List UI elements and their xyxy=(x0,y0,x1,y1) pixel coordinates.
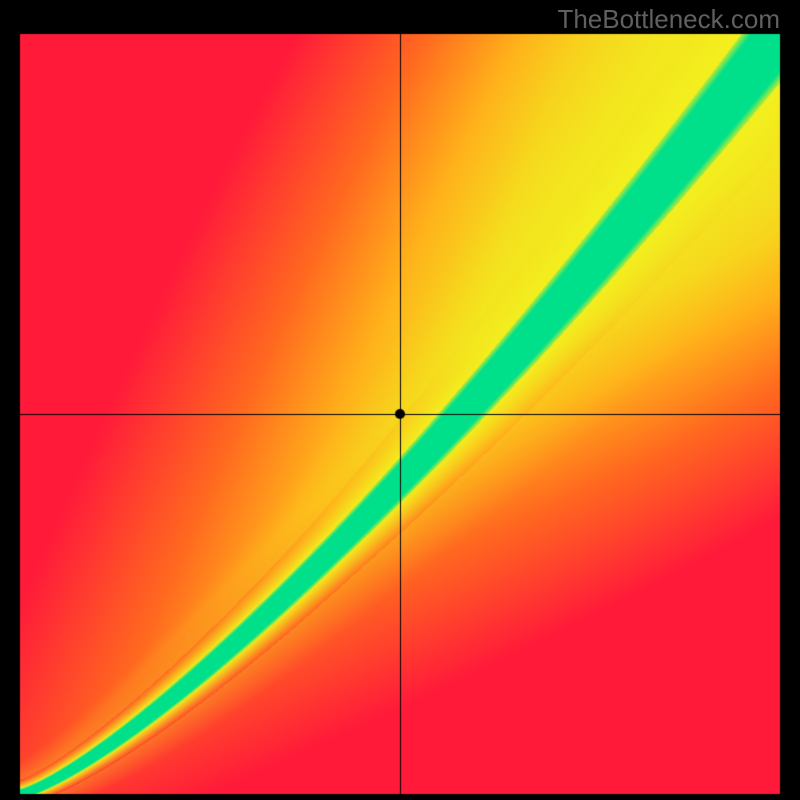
bottleneck-heatmap xyxy=(0,0,800,800)
chart-container: TheBottleneck.com xyxy=(0,0,800,800)
watermark-text: TheBottleneck.com xyxy=(557,4,780,35)
